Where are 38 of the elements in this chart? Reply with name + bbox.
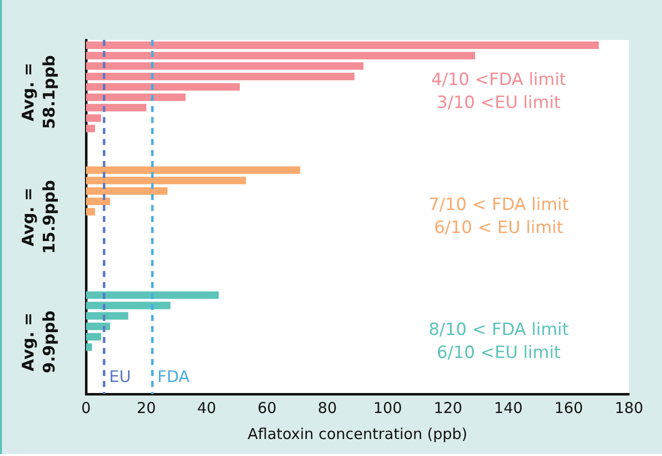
- bar: [86, 41, 599, 49]
- annotation: 8/10 < FDA limit 6/10 <EU limit: [428, 320, 570, 363]
- bar: [86, 208, 96, 216]
- bar: [86, 72, 354, 80]
- ref-line-label: EU: [109, 367, 131, 386]
- bar: [86, 104, 146, 112]
- x-tick-label: 80: [318, 398, 337, 417]
- x-axis-title: Aflatoxin concentration (ppb): [248, 424, 468, 443]
- text: Avg. = 9.9ppb: [18, 310, 59, 374]
- bar: [86, 124, 96, 132]
- x-tick-label: 140: [494, 398, 523, 417]
- annotation: 7/10 < FDA limit 6/10 < EU limit: [428, 194, 570, 238]
- bar: [86, 343, 92, 351]
- text: Avg. = 15.9ppb: [18, 180, 59, 254]
- x-tick-label: 120: [434, 398, 462, 417]
- x-tick-label: 40: [197, 398, 216, 417]
- bar: [86, 291, 219, 299]
- bar: [86, 322, 110, 330]
- x-tick-label: 60: [257, 398, 277, 417]
- x-tick-label: 100: [373, 398, 402, 417]
- bar: [86, 94, 186, 102]
- bar: [86, 62, 364, 70]
- annotation: 4/10 <FDA limit 3/10 <EU limit: [431, 70, 566, 113]
- bar: [86, 187, 168, 195]
- x-tick-label: 20: [136, 398, 156, 417]
- x-tick-label: 180: [614, 398, 644, 417]
- bar: [86, 114, 102, 122]
- bar: [86, 198, 110, 206]
- bar: [86, 52, 476, 60]
- x-tick-label: 0: [81, 398, 91, 417]
- ref-line-label: FDA: [157, 367, 190, 386]
- bar: [86, 166, 300, 174]
- x-tick-label: 160: [554, 398, 583, 417]
- bar: [86, 332, 102, 340]
- text: Avg. = 58.1ppb: [18, 55, 59, 129]
- bar: [86, 176, 246, 184]
- bar: [86, 83, 240, 91]
- bar: [86, 312, 128, 320]
